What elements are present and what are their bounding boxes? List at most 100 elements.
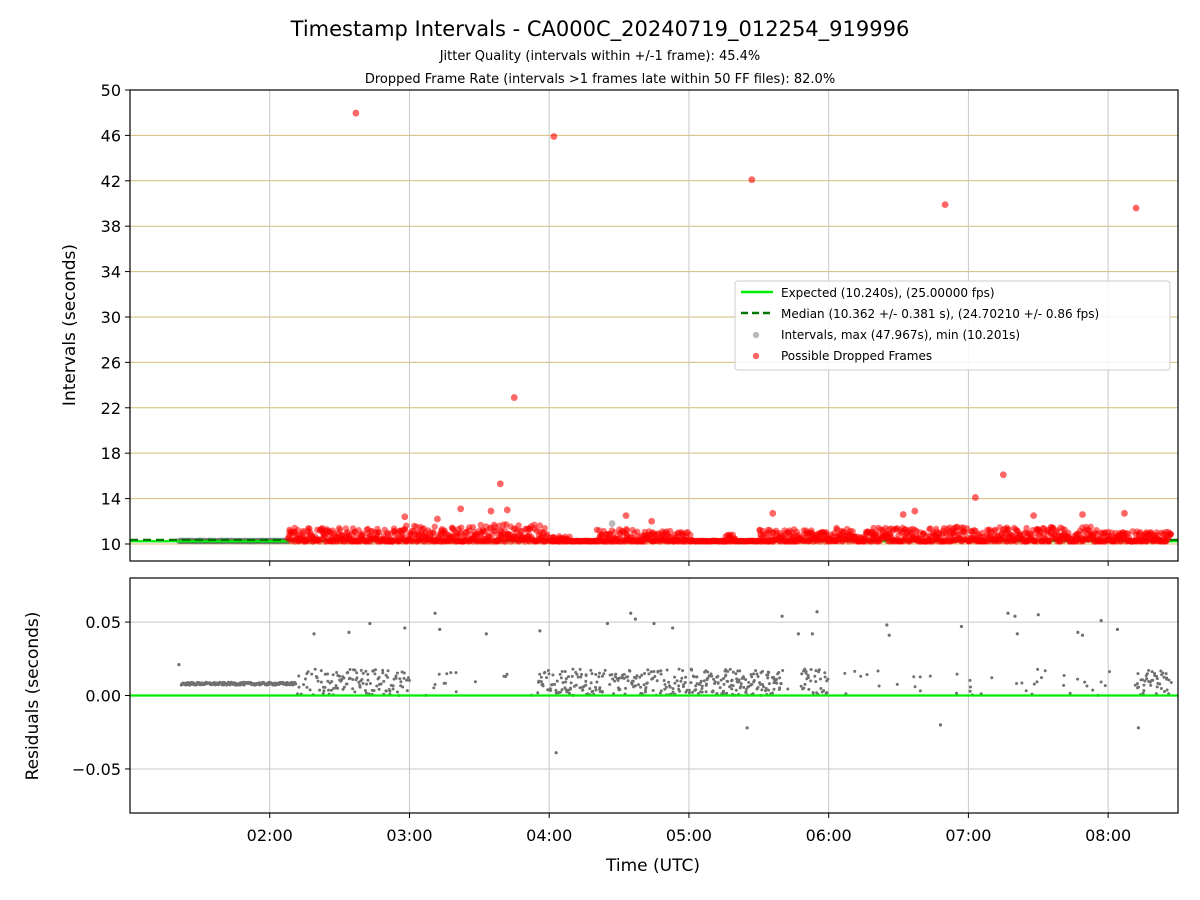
dropped-frame-point [515, 522, 522, 529]
residual-outlier [177, 663, 181, 667]
residual-point [722, 682, 726, 686]
residual-point [823, 671, 827, 675]
residual-point [1151, 678, 1155, 682]
residual-outlier [887, 633, 891, 637]
residual-point [747, 685, 751, 689]
residual-point [449, 671, 453, 675]
residual-point [563, 686, 567, 690]
residual-point [876, 669, 880, 673]
residual-point [728, 667, 732, 671]
residual-point [342, 685, 346, 689]
residual-point [602, 672, 606, 676]
residual-point [766, 676, 770, 680]
residual-point [634, 684, 638, 688]
dropped-frame-outlier [1030, 512, 1038, 520]
x-tick-label: 02:00 [247, 826, 293, 845]
residual-point [752, 679, 756, 683]
residual-point [1167, 678, 1171, 682]
residual-outlier [347, 630, 351, 634]
residual-point [1099, 680, 1103, 684]
residual-point [744, 678, 748, 682]
residual-point [1169, 681, 1173, 685]
residual-point [326, 672, 330, 676]
dropped-frame-outlier [1132, 204, 1140, 212]
residual-point [968, 685, 972, 689]
residual-point [1155, 685, 1159, 689]
residual-point [549, 689, 553, 693]
residual-point [364, 691, 368, 695]
residual-point [432, 686, 436, 690]
residual-point [678, 689, 682, 693]
residual-point [622, 676, 626, 680]
residual-point [799, 684, 803, 688]
dropped-frame-outlier [648, 517, 656, 525]
residual-point [696, 692, 700, 696]
residual-point [628, 669, 632, 673]
x-tick-label: 05:00 [666, 826, 712, 845]
residual-point [1062, 683, 1066, 687]
residual-point [682, 683, 686, 687]
residual-point [363, 688, 367, 692]
dropped-frame-point [634, 528, 641, 536]
dropped-frame-point [431, 523, 438, 530]
residual-point [637, 683, 641, 687]
residual-point [750, 675, 754, 679]
residual-point [680, 676, 684, 680]
residual-point [806, 673, 810, 677]
residual-point [394, 674, 398, 678]
residual-point [675, 679, 679, 683]
residual-point [653, 674, 657, 678]
residual-point [566, 675, 570, 679]
residual-point [663, 682, 667, 686]
residual-point [319, 680, 323, 684]
dropped-frame-point [1087, 523, 1094, 531]
residual-point [775, 681, 779, 685]
residual-point [673, 681, 677, 685]
residual-point [722, 677, 726, 681]
residual-point [334, 684, 338, 688]
residual-point [338, 674, 342, 678]
residual-point [853, 669, 857, 673]
residual-outlier [745, 726, 749, 730]
residual-point [825, 691, 829, 695]
dropped-frame-point [592, 537, 599, 545]
residual-point [186, 681, 190, 685]
residual-point [594, 672, 598, 676]
residual-point [454, 671, 458, 675]
dropped-frame-outlier [941, 201, 949, 209]
residual-point [323, 685, 327, 689]
residual-point [685, 688, 689, 692]
dropped-frame-point [963, 525, 971, 532]
residual-point [640, 673, 644, 677]
residual-point [316, 679, 320, 683]
top-y-tick-label: 18 [101, 444, 121, 463]
residual-point [588, 687, 592, 691]
residual-point [559, 690, 563, 694]
residual-point [718, 686, 722, 690]
residual-point [391, 687, 395, 691]
residual-point [305, 685, 309, 689]
bottom-y-axis-label: Residuals (seconds) [23, 612, 43, 781]
residual-point [1147, 668, 1151, 672]
residual-point [353, 690, 357, 694]
residual-point [712, 677, 716, 681]
residual-point [647, 672, 651, 676]
residual-point [704, 690, 708, 694]
residual-point [576, 675, 580, 679]
dropped-frame-point [336, 526, 344, 534]
dropped-frame-point [536, 522, 544, 529]
residual-point [614, 672, 618, 676]
residual-point [700, 684, 704, 688]
residual-point [1141, 691, 1145, 695]
residual-outlier [438, 627, 442, 632]
residual-point [664, 685, 668, 689]
dropped-frame-point [1167, 531, 1175, 538]
residual-point [336, 686, 340, 690]
residual-point [713, 682, 717, 686]
residual-point [928, 674, 932, 678]
residual-point [691, 690, 695, 694]
residual-point [318, 688, 322, 692]
legend-median-label: Median (10.362 +/- 0.381 s), (24.70210 +… [781, 307, 1099, 321]
residual-point [303, 677, 307, 681]
